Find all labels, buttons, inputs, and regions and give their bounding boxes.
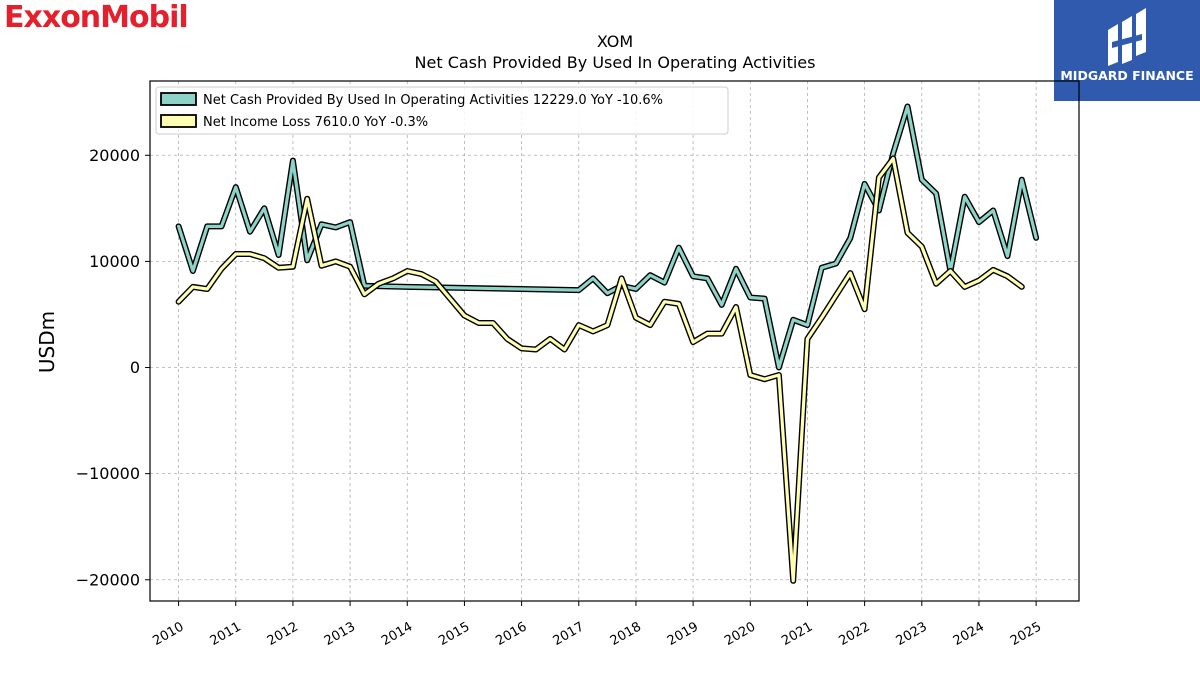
x-tick-label: 2017 <box>551 619 587 649</box>
x-tick-label: 2018 <box>608 619 644 649</box>
series-outline-1 <box>175 155 1025 584</box>
x-tick-label: 2020 <box>722 619 758 649</box>
midgard-logo-text: MIDGARD FINANCE <box>1060 68 1194 83</box>
x-tick-label: 2011 <box>208 619 244 649</box>
x-tick-label: 2012 <box>265 619 301 649</box>
legend-box <box>155 86 729 135</box>
x-tick-label: 2022 <box>836 619 872 649</box>
midgard-finance-logo: MIDGARD FINANCE <box>1054 0 1200 101</box>
x-tick-label: 2024 <box>951 619 987 649</box>
legend-label-operating-cash: Net Cash Provided By Used In Operating A… <box>203 93 663 108</box>
legend: Net Cash Provided By Used In Operating A… <box>155 86 729 135</box>
x-tick-label: 2025 <box>1008 619 1044 649</box>
plot-frame <box>149 80 1080 602</box>
y-axis-label: USDm <box>35 311 59 373</box>
series-line-1 <box>177 156 1024 583</box>
y-tick-label: −10000 <box>76 464 140 483</box>
series-layer <box>175 103 1040 584</box>
x-tick-label: 2014 <box>379 619 415 649</box>
x-tick-label: 2019 <box>665 619 701 649</box>
legend-swatch-operating-cash <box>160 92 197 106</box>
x-tick-label: 2023 <box>894 619 930 649</box>
y-tick-label: 10000 <box>89 252 140 271</box>
x-tick-label: 2015 <box>436 619 472 649</box>
x-axis: 2010 2011 2012 2013 2014 2015 2016 2017 2018 2019… <box>150 601 1044 649</box>
chart-title: XOM <box>597 32 633 51</box>
legend-label-net-income: Net Income Loss 7610.0 YoY -0.3% <box>203 115 428 130</box>
x-tick-label: 2021 <box>779 619 815 649</box>
y-tick-label: −20000 <box>76 570 140 589</box>
x-tick-label: 2016 <box>493 619 529 649</box>
series-line-0 <box>177 104 1038 370</box>
x-tick-label: 2010 <box>150 619 186 649</box>
legend-swatch-net-income <box>160 114 197 128</box>
y-tick-label: 0 <box>130 358 140 377</box>
x-tick-label: 2013 <box>322 619 358 649</box>
midgard-mark-icon <box>1108 8 1146 66</box>
chart-subtitle: Net Cash Provided By Used In Operating A… <box>415 53 816 72</box>
y-axis: −20000 −10000 0 10000 20000 <box>76 146 150 589</box>
exxonmobil-logo: ExxonMobil <box>4 0 189 35</box>
grid <box>150 81 1079 601</box>
y-tick-label: 20000 <box>89 146 140 165</box>
